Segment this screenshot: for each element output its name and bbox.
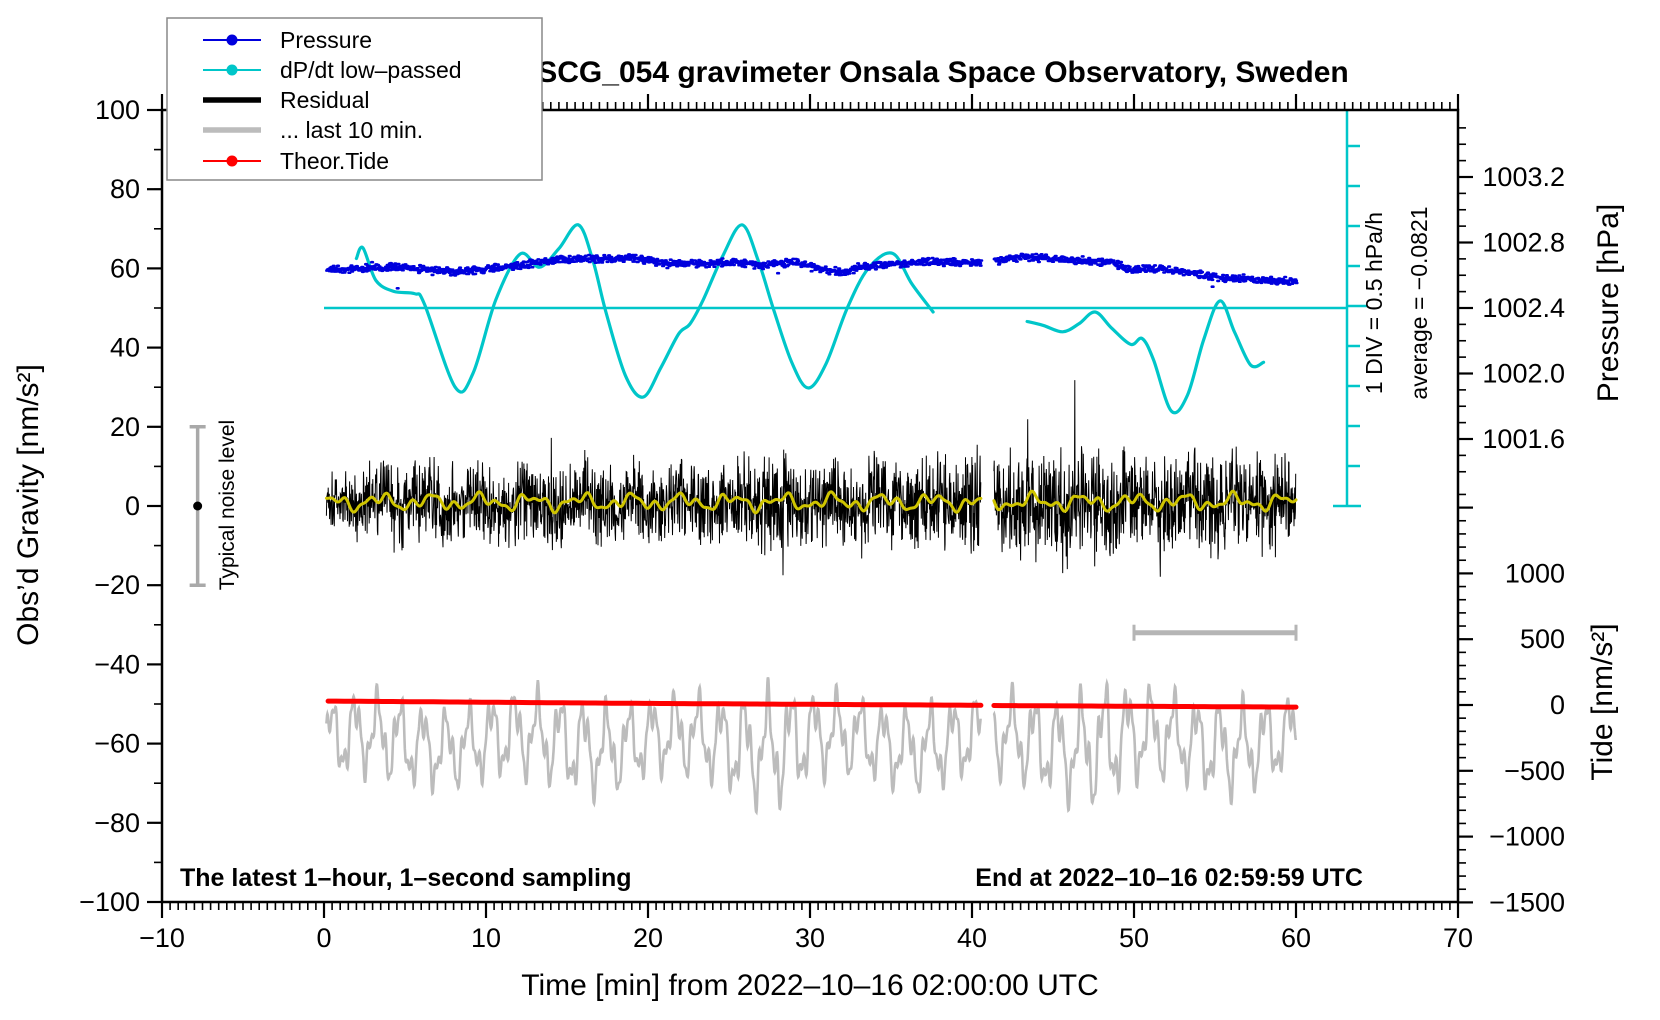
x-tick-label: 30: [795, 923, 825, 953]
legend-item-label: Theor.Tide: [280, 148, 389, 174]
x-tick-label: 10: [471, 923, 501, 953]
series-residual-lowpass: [324, 489, 1298, 515]
legend-sample-dot: [226, 34, 238, 46]
legend-sample-dot: [226, 155, 238, 167]
legend-items: Pressure dP/dt low–passed Residual ... last…: [203, 27, 462, 174]
gravity-tick-label: 0: [125, 491, 140, 521]
series-layer: [324, 223, 1347, 816]
last-10-min-scale-bar: [1132, 624, 1298, 641]
x-tick-label: 40: [957, 923, 987, 953]
x-tick-label: 60: [1281, 923, 1311, 953]
series-pressure: [325, 252, 1299, 290]
gravity-axis-title: Obs’d Gravity [nm/s²]: [12, 364, 45, 646]
x-tick-label: −10: [139, 923, 185, 953]
pressure-tick-label: 1001.6: [1482, 424, 1565, 454]
legend-item-dp-dt-low-passed: dP/dt low–passed: [203, 57, 462, 83]
average-note: average = −0.0821: [1406, 206, 1432, 399]
legend-item-label: Pressure: [280, 27, 372, 53]
typical-noise-level-bar: [189, 425, 206, 587]
tide-tick-label: −1000: [1489, 822, 1565, 852]
div-scale-note: 1 DIV = 0.5 hPa/h: [1361, 212, 1387, 394]
gravity-tick-label: −20: [94, 570, 140, 600]
tide-tick-label: 1000: [1505, 558, 1565, 588]
series-theor-tide: [325, 698, 1299, 710]
gravity-tick-label: 20: [110, 412, 140, 442]
pressure-tick-label: 1002.8: [1482, 228, 1565, 258]
legend-item-label: Residual: [280, 87, 370, 113]
chart-title: SCG_054 gravimeter Onsala Space Observat…: [537, 56, 1349, 89]
gravity-tick-label: −80: [94, 808, 140, 838]
x-tick-label: 50: [1119, 923, 1149, 953]
x-tick-label: 0: [316, 923, 331, 953]
noise-bar-dot: [193, 501, 203, 511]
x-axis-title: Time [min] from 2022–10–16 02:00:00 UTC: [521, 969, 1099, 1002]
series-dpdt-lowpassed: [354, 223, 1266, 415]
pressure-tick-label: 1003.2: [1482, 162, 1565, 192]
gravity-tick-label: 40: [110, 333, 140, 363]
plot-frame: [160, 108, 1460, 904]
noise-bar-label: Typical noise level: [216, 420, 239, 590]
legend-item-last-10-min: ... last 10 min.: [203, 117, 423, 143]
legend-item-residual: Residual: [203, 87, 370, 113]
legend-item-label: ... last 10 min.: [280, 117, 423, 143]
sampling-note: The latest 1–hour, 1–second sampling: [180, 864, 632, 892]
dpdt-div-axis: [1333, 110, 1367, 508]
tide-tick-label: −1500: [1489, 887, 1565, 917]
x-tick-label: 20: [633, 923, 663, 953]
x-tick-label: 70: [1443, 923, 1473, 953]
gravity-tick-label: 80: [110, 174, 140, 204]
end-time-note: End at 2022–10–16 02:59:59 UTC: [975, 864, 1363, 892]
gravity-tick-label: 100: [95, 95, 140, 125]
gravity-tick-label: −40: [94, 649, 140, 679]
gravity-tick-label: 60: [110, 253, 140, 283]
legend: Pressure dP/dt low–passed Residual ... last…: [166, 17, 543, 181]
tide-tick-label: 0: [1550, 690, 1565, 720]
legend-sample-dot: [226, 64, 238, 76]
legend-item-label: dP/dt low–passed: [280, 57, 462, 83]
axis-ticks: −10 0 10 20 30 40 50 60 70−100−80−60−40−20020406…: [79, 94, 1565, 953]
legend-item-pressure: Pressure: [203, 27, 372, 53]
tide-axis-title: Tide [nm/s²]: [1586, 623, 1619, 780]
pressure-tick-label: 1002.4: [1482, 293, 1565, 323]
series-last-10-min: [325, 677, 1298, 816]
gravity-tick-label: −100: [79, 887, 140, 917]
pressure-tick-label: 1002.0: [1482, 359, 1565, 389]
tide-tick-label: −500: [1504, 756, 1565, 786]
gravity-tick-label: −60: [94, 729, 140, 759]
legend-item-theor-tide: Theor.Tide: [203, 148, 389, 174]
pressure-axis-title: Pressure [hPa]: [1592, 204, 1625, 402]
tide-tick-label: 500: [1520, 624, 1565, 654]
